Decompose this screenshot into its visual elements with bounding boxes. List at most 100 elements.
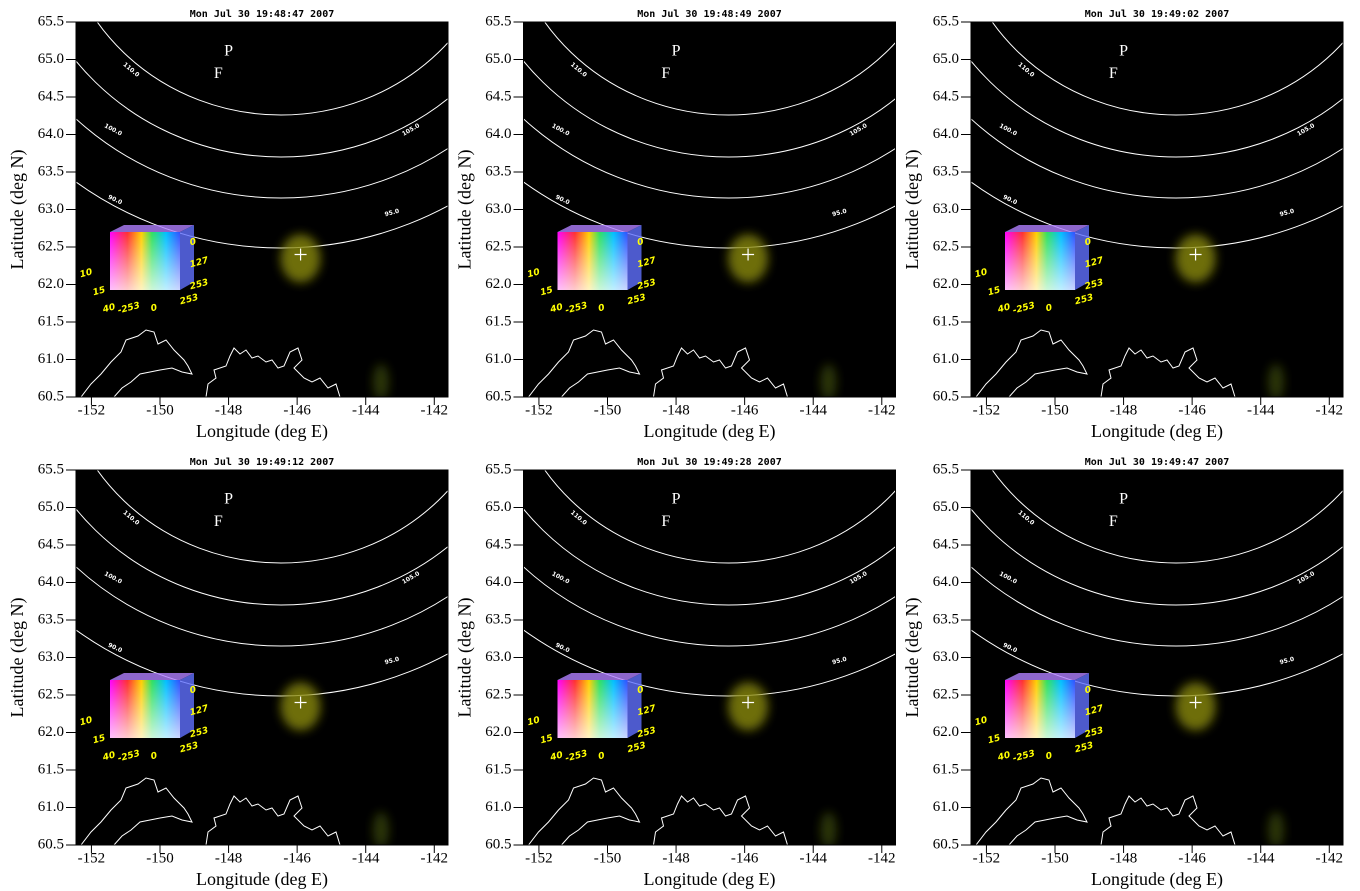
cube-label: 15 [987,733,1002,746]
site-marker [742,248,755,261]
y-tick-label: 64.5 [485,536,511,552]
y-tick-label: 63.0 [933,649,959,665]
x-tick-label: -152 [525,402,553,418]
y-tick-label: 65.5 [485,13,511,29]
site-marker [1189,248,1202,261]
aurora-streak [373,812,389,845]
x-tick-label: -144 [352,402,380,418]
x-axis-label: Longitude (deg E) [644,869,776,890]
plot-area [76,22,448,397]
y-tick-label: 62.0 [38,276,64,292]
y-tick-label: 65.5 [485,461,511,477]
x-tick-label: -150 [1041,402,1069,418]
y-tick-label: 65.5 [933,13,959,29]
x-tick-label: -146 [731,850,759,866]
cube-label: 127 [636,256,657,271]
contour-line [523,629,896,697]
cube-label: 40 [996,750,1012,763]
y-tick-label: 63.5 [485,163,511,179]
y-tick-label: 64.0 [933,126,959,142]
annotation: F [214,513,223,530]
y-tick-label: 62.5 [933,238,959,254]
y-tick-label: 64.0 [933,574,959,590]
plot-area [523,470,896,845]
cube-label: 0 [1084,685,1093,696]
coastline [1100,347,1236,397]
site-marker [294,248,307,261]
y-tick-label: 63.0 [485,649,511,665]
x-tick-label: -146 [1178,402,1206,418]
cube-top [110,225,194,232]
y-tick-label: 64.0 [38,574,64,590]
panel-title: Mon Jul 30 19:49:12 2007 [190,457,335,468]
cube-label: 15 [92,285,107,298]
y-tick-label: 64.0 [485,126,511,142]
y-tick-label: 64.0 [38,126,64,142]
cube-fade [110,232,180,290]
y-tick-label: 65.0 [933,51,959,67]
cube-label: 40 [996,302,1012,315]
coastline [975,329,1088,397]
site-marker [742,696,755,709]
x-axis-label: Longitude (deg E) [1091,421,1223,442]
y-tick-label: 62.0 [38,724,64,740]
coastline [205,795,341,845]
annotation: F [661,65,670,82]
annotation: P [224,43,233,60]
cube-label: 127 [636,704,657,719]
y-tick-label: 61.0 [485,351,511,367]
cube-label: 127 [189,256,210,271]
cube-fade [557,680,628,738]
y-tick-label: 65.5 [933,461,959,477]
y-tick-label: 60.5 [38,388,64,404]
contour-line [76,508,448,606]
y-tick-label: 65.0 [485,499,511,515]
y-tick-label: 64.0 [485,574,511,590]
y-tick-label: 63.0 [933,201,959,217]
contour-line [76,118,448,199]
x-axis-label: Longitude (deg E) [644,421,776,442]
aurora-streak [373,364,389,397]
cube-label: 253 [189,278,210,293]
x-tick-label: -144 [352,850,380,866]
x-tick-label: -146 [283,402,311,418]
y-tick-label: 64.5 [38,88,64,104]
annotation: F [661,513,670,530]
cube-label: 10 [974,715,989,728]
plot-area [971,470,1343,845]
contour-line [76,181,448,249]
cube-fade [1005,680,1075,738]
contour-line [76,629,448,697]
x-tick-label: -148 [662,850,690,866]
cube-fade [110,680,180,738]
cube-label: 15 [987,285,1002,298]
y-tick-label: 61.0 [38,351,64,367]
y-tick-label: 61.0 [933,799,959,815]
x-tick-label: -150 [146,850,174,866]
x-tick-label: -152 [78,850,106,866]
contour-line [96,470,448,564]
y-tick-label: 65.0 [485,51,511,67]
y-tick-label: 65.0 [933,499,959,515]
cube-side [180,673,194,738]
cube-label: 40 [548,750,564,763]
coastline [653,795,788,845]
contour-line [76,566,448,647]
y-tick-label: 63.5 [38,611,64,627]
coastline [1100,795,1236,845]
x-tick-label: -150 [594,402,622,418]
aurora-streak [1268,364,1284,397]
panel-title: Mon Jul 30 19:48:47 2007 [190,9,335,20]
y-tick-label: 64.5 [933,88,959,104]
y-tick-label: 63.5 [933,611,959,627]
contour-line [971,181,1343,249]
y-tick-label: 61.0 [38,799,64,815]
cube-side [1075,673,1089,738]
contour-line [544,470,896,564]
contour-line [544,22,896,116]
x-tick-label: -152 [78,402,106,418]
x-tick-label: -144 [1247,850,1275,866]
x-tick-label: -148 [215,402,243,418]
